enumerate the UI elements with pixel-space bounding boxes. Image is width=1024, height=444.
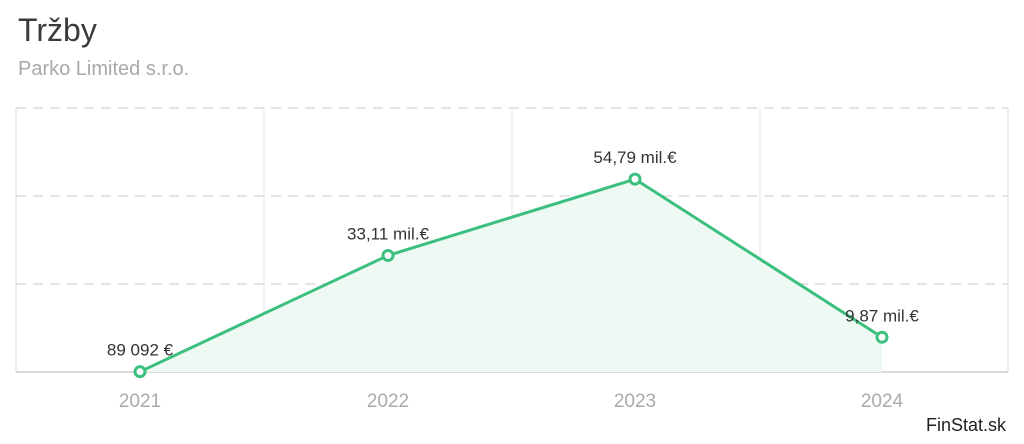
data-point[interactable]: [133, 365, 147, 379]
chart-title: Tržby: [18, 12, 97, 48]
x-tick-label: 2023: [614, 391, 656, 412]
x-tick-label: 2024: [861, 391, 904, 412]
x-tick-label: 2022: [367, 391, 409, 412]
chart-subtitle: Parko Limited s.r.o.: [18, 58, 190, 80]
data-points: [133, 172, 889, 379]
x-axis-ticks: 2021 2022 2023 2024: [119, 391, 904, 412]
series-line: [139, 177, 883, 374]
data-label: 9,87 mil.€: [845, 306, 919, 325]
data-labels: 89 092 € 33,11 mil.€ 54,79 mil.€ 9,87 mil.€: [107, 148, 919, 360]
data-point[interactable]: [381, 248, 395, 262]
data-label: 54,79 mil.€: [593, 148, 677, 167]
data-label: 89 092 €: [107, 341, 174, 360]
finstat-watermark: FinStat.sk: [925, 415, 1006, 435]
data-label: 33,11 mil.€: [347, 224, 429, 243]
x-tick-label: 2021: [119, 391, 161, 412]
data-point[interactable]: [875, 330, 889, 344]
data-point[interactable]: [628, 172, 642, 186]
series-area-fill: [140, 179, 882, 372]
